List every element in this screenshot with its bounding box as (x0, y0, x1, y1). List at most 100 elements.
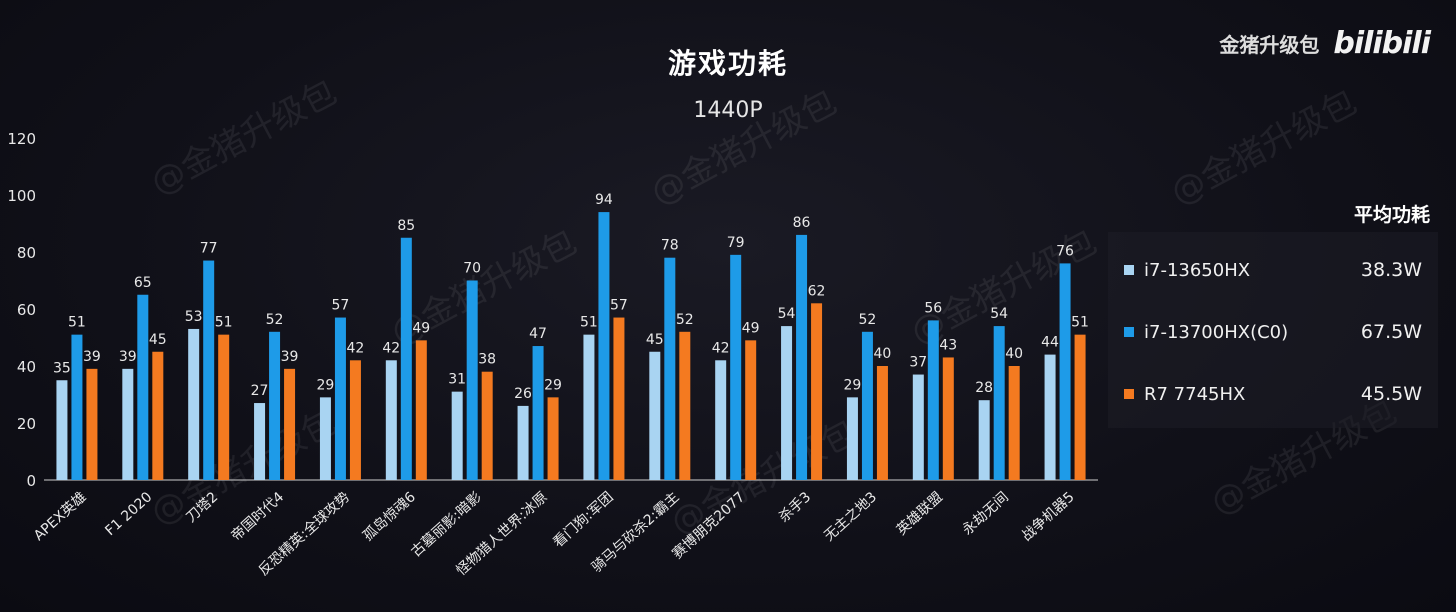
legend-item-name: i7-13650HX (1144, 259, 1251, 281)
data-label: 37 (909, 355, 927, 371)
data-label: 29 (844, 377, 862, 393)
data-label: 29 (544, 377, 562, 393)
data-label: 57 (332, 298, 350, 314)
legend-swatch (1124, 265, 1134, 275)
bar (715, 360, 727, 480)
data-label: 44 (1041, 335, 1059, 351)
data-label: 42 (382, 340, 400, 356)
bar (334, 317, 346, 480)
data-label: 76 (1056, 243, 1074, 259)
data-label: 54 (778, 306, 796, 322)
data-label: 43 (939, 337, 957, 353)
data-label: 39 (83, 349, 101, 365)
data-label: 45 (149, 332, 167, 348)
bar (137, 294, 149, 480)
data-label: 49 (412, 320, 430, 336)
data-label: 65 (134, 275, 152, 291)
legend-item: i7-13700HX(C0) 67.5W (1108, 312, 1438, 352)
bar (319, 397, 331, 480)
data-label: 51 (68, 315, 86, 331)
bar (1059, 263, 1071, 480)
bar (269, 331, 281, 480)
data-label: 52 (676, 312, 694, 328)
bar (547, 397, 559, 480)
data-label: 31 (448, 372, 466, 388)
legend-item-name: i7-13700HX(C0) (1144, 321, 1289, 343)
bar (284, 368, 296, 480)
bar (71, 334, 83, 480)
brand-name: 金猪升级包 (1219, 33, 1320, 57)
x-tick-label: 看门狗:军团 (550, 489, 616, 551)
data-label: 56 (924, 300, 942, 316)
legend-header: 平均功耗 (1353, 204, 1430, 226)
data-label: 27 (251, 383, 269, 399)
chart-title: 游戏功耗 (667, 47, 788, 80)
data-label: 52 (266, 312, 284, 328)
bar (254, 403, 266, 480)
bar (664, 257, 676, 480)
bar (912, 374, 924, 480)
data-label: 29 (317, 377, 335, 393)
bar (811, 303, 823, 480)
bar (781, 326, 793, 480)
data-label: 51 (580, 315, 598, 331)
bar (649, 351, 661, 480)
bar (349, 360, 361, 480)
y-tick-label: 80 (17, 244, 36, 262)
legend-item-value: 38.3W (1360, 259, 1422, 281)
data-label: 85 (397, 218, 415, 234)
bar (876, 366, 888, 480)
bar (218, 334, 230, 480)
y-tick-label: 120 (7, 130, 36, 148)
chart-subtitle: 1440P (693, 98, 763, 123)
bar (86, 368, 98, 480)
x-tick-label: 杀手3 (776, 489, 814, 526)
y-tick-label: 0 (26, 472, 36, 490)
bar (188, 328, 200, 480)
data-label: 42 (347, 340, 365, 356)
data-label: 54 (990, 306, 1008, 322)
legend-item-name: R7 7745HX (1144, 383, 1246, 405)
x-tick-label: 刀塔2 (183, 489, 221, 526)
data-label: 28 (975, 380, 993, 396)
data-label: 49 (742, 320, 760, 336)
bar (203, 260, 215, 480)
bar (517, 405, 529, 480)
data-label: 52 (859, 312, 877, 328)
bar (122, 368, 134, 480)
data-label: 86 (793, 215, 811, 231)
data-label: 53 (185, 309, 203, 325)
data-label: 78 (661, 238, 679, 254)
bar (613, 317, 625, 480)
x-tick-label: 英雄联盟 (893, 488, 946, 538)
legend-item-value: 67.5W (1360, 321, 1422, 343)
data-label: 42 (712, 340, 730, 356)
data-label: 51 (215, 315, 233, 331)
bar (745, 340, 757, 480)
bar (598, 212, 610, 480)
bar (415, 340, 427, 480)
data-label: 35 (53, 360, 71, 376)
bar (846, 397, 858, 480)
bar (1074, 334, 1086, 480)
data-label: 57 (610, 298, 628, 314)
bar (978, 400, 990, 480)
data-label: 77 (200, 241, 218, 257)
bar (466, 280, 478, 480)
x-tick-label: 战争机器5 (1019, 489, 1078, 544)
bar (152, 351, 164, 480)
data-label: 38 (478, 352, 496, 368)
legend-item-value: 45.5W (1360, 383, 1422, 405)
legend-swatch (1124, 389, 1134, 399)
bar (1044, 354, 1056, 480)
bar (927, 320, 939, 480)
y-tick-label: 100 (7, 187, 36, 205)
bar (730, 254, 742, 480)
data-label: 39 (119, 349, 137, 365)
brand: 金猪升级包 bilibili (1219, 26, 1431, 61)
bar (796, 234, 808, 480)
x-tick-label: 孤岛惊魂6 (360, 489, 419, 544)
data-label: 79 (727, 235, 745, 251)
bilibili-logo: bilibili (1333, 26, 1431, 61)
